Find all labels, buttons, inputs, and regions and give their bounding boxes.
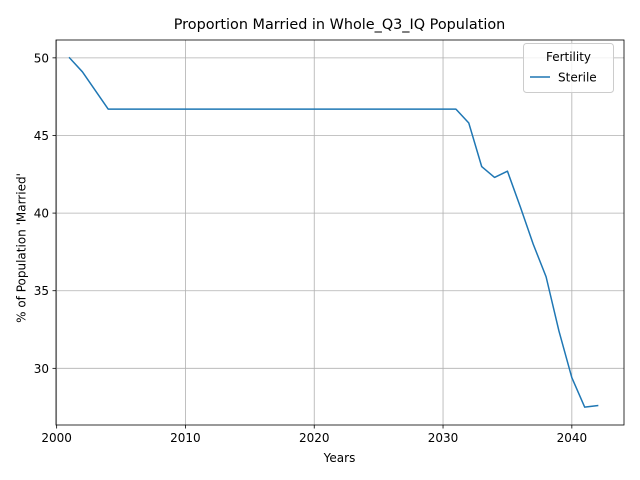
axes-frame: [55, 39, 625, 426]
x-tick-label: 2020: [299, 431, 330, 445]
y-axis-ticks: 30 35 40 45 50: [34, 51, 56, 376]
x-axis-label: Years: [323, 451, 356, 465]
x-tick-label: 2030: [428, 431, 459, 445]
y-tick-label: 45: [34, 129, 49, 143]
series-line-sterile: [68, 56, 599, 408]
y-tick-label: 50: [34, 51, 49, 65]
x-axis-ticks: 2000 2010 2020 2030 2040: [41, 425, 587, 445]
x-tick-label: 2000: [41, 431, 72, 445]
y-tick-label: 30: [34, 362, 49, 376]
series-lines: [68, 56, 599, 408]
chart-title: Proportion Married in Whole_Q3_IQ Popula…: [174, 17, 506, 33]
y-tick-label: 35: [34, 284, 49, 298]
y-tick-label: 40: [34, 207, 49, 221]
x-tick-label: 2010: [170, 431, 201, 445]
legend-label-sterile: Sterile: [558, 71, 597, 85]
y-axis-label: % of Population 'Married': [15, 173, 29, 323]
legend-title: Fertility: [546, 50, 591, 64]
legend: Fertility Sterile: [523, 43, 614, 93]
x-tick-label: 2040: [557, 431, 588, 445]
legend-box: [523, 43, 614, 93]
